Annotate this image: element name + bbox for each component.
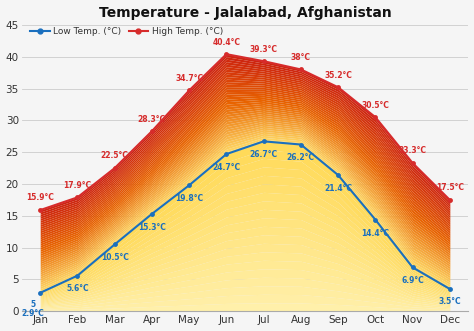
Text: 17.5°C: 17.5°C: [436, 183, 464, 192]
High Temp. (°C): [298, 68, 304, 71]
Title: Temperature - Jalalabad, Afghanistan: Temperature - Jalalabad, Afghanistan: [99, 6, 392, 20]
Text: 23.3°C: 23.3°C: [399, 146, 427, 155]
Text: 38°C: 38°C: [291, 53, 311, 62]
High Temp. (°C): [410, 161, 415, 165]
Text: 5.6°C: 5.6°C: [66, 284, 89, 293]
Text: 40.4°C: 40.4°C: [212, 37, 240, 47]
Legend: Low Temp. (°C), High Temp. (°C): Low Temp. (°C), High Temp. (°C): [26, 24, 227, 40]
Text: 15.3°C: 15.3°C: [138, 223, 166, 232]
Low Temp. (°C): [298, 143, 304, 147]
Text: 35.2°C: 35.2°C: [324, 71, 352, 80]
Text: 15.9°C: 15.9°C: [26, 193, 54, 203]
Text: 24.7°C: 24.7°C: [212, 163, 240, 172]
High Temp. (°C): [261, 59, 266, 63]
Low Temp. (°C): [373, 218, 378, 222]
Low Temp. (°C): [261, 139, 266, 143]
Text: 26.7°C: 26.7°C: [250, 150, 278, 159]
Low Temp. (°C): [410, 265, 415, 269]
Low Temp. (°C): [447, 287, 453, 291]
Low Temp. (°C): [112, 243, 118, 247]
Text: 10.5°C: 10.5°C: [101, 253, 128, 262]
Text: 21.4°C: 21.4°C: [324, 184, 352, 193]
Low Temp. (°C): [186, 183, 192, 187]
Text: 28.3°C: 28.3°C: [138, 115, 166, 123]
High Temp. (°C): [74, 195, 80, 199]
Line: High Temp. (°C): High Temp. (°C): [38, 52, 452, 213]
Text: 22.5°C: 22.5°C: [101, 152, 128, 161]
High Temp. (°C): [37, 208, 43, 212]
Low Temp. (°C): [74, 274, 80, 278]
Text: 3.5°C: 3.5°C: [438, 297, 461, 306]
High Temp. (°C): [112, 166, 118, 170]
Low Temp. (°C): [335, 173, 341, 177]
High Temp. (°C): [447, 198, 453, 202]
Text: 26.2°C: 26.2°C: [287, 154, 315, 163]
High Temp. (°C): [186, 88, 192, 92]
High Temp. (°C): [373, 115, 378, 119]
Text: 17.9°C: 17.9°C: [64, 181, 91, 190]
Low Temp. (°C): [149, 212, 155, 216]
High Temp. (°C): [224, 52, 229, 56]
Text: 6.9°C: 6.9°C: [401, 276, 424, 285]
Low Temp. (°C): [224, 152, 229, 156]
High Temp. (°C): [149, 129, 155, 133]
Text: 14.4°C: 14.4°C: [361, 228, 389, 238]
Text: 39.3°C: 39.3°C: [250, 45, 278, 54]
High Temp. (°C): [335, 85, 341, 89]
Text: 34.7°C: 34.7°C: [175, 74, 203, 83]
Low Temp. (°C): [37, 291, 43, 295]
Text: 5
2.9°C: 5 2.9°C: [21, 301, 44, 318]
Text: 30.5°C: 30.5°C: [361, 101, 389, 110]
Text: 19.8°C: 19.8°C: [175, 194, 203, 203]
Line: Low Temp. (°C): Low Temp. (°C): [38, 139, 452, 295]
